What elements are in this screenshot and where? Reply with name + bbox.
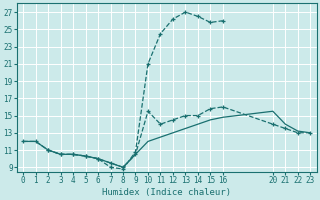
- X-axis label: Humidex (Indice chaleur): Humidex (Indice chaleur): [102, 188, 231, 197]
